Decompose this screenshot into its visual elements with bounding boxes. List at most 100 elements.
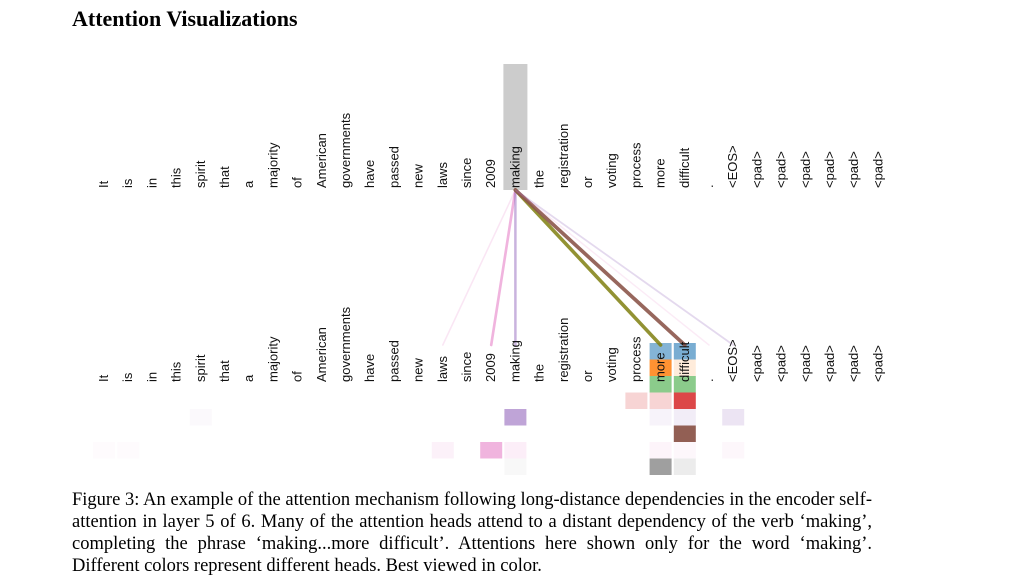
source-token: of [290,177,305,188]
attention-cell [649,376,672,393]
attention-cell [480,442,503,459]
source-token: or [580,176,595,188]
target-token: this [169,361,184,382]
attention-cell [673,425,696,442]
target-token: <pad> [870,345,885,382]
figure-caption: Figure 3: An example of the attention me… [72,490,872,576]
source-token: making [507,146,522,188]
target-token: laws [435,355,450,382]
attention-cell [673,392,696,409]
target-token: new [411,358,426,382]
target-token: American [314,327,329,382]
attention-cell [504,458,527,475]
source-token: <EOS> [725,145,740,188]
target-token: or [580,370,595,382]
source-token: difficult [677,147,692,188]
source-token: passed [386,146,401,188]
source-token: <pad> [822,151,837,188]
source-token: more [653,158,668,188]
target-token: in [144,372,159,382]
source-token: majority [265,142,280,188]
attention-cell [649,359,672,376]
source-token: the [532,170,547,188]
section-title: Attention Visualizations [72,6,298,31]
attention-cell [93,442,115,459]
attention-lines-layer [442,188,735,347]
attention-line [514,189,710,346]
source-token: American [314,133,329,188]
attention-cell [673,343,696,360]
source-token: <pad> [749,151,764,188]
source-token: new [411,164,426,188]
attention-line [489,188,517,347]
attention-cell [649,392,672,409]
attention-line [513,188,663,347]
target-token: governments [338,306,353,382]
query-token-highlight [503,64,528,190]
target-token: <pad> [774,345,789,382]
source-token: is [120,178,135,188]
source-token: voting [604,153,619,188]
source-token: a [241,180,256,188]
source-token: have [362,160,377,188]
attention-cell [649,458,672,475]
target-token: It [96,374,111,382]
attention-cell [649,409,672,426]
target-token: . [701,378,716,382]
attention-line [513,188,687,347]
source-token: governments [338,112,353,188]
source-token: . [701,184,716,188]
target-token: since [459,352,474,382]
source-token: <pad> [774,151,789,188]
attention-cells-layer [93,343,745,475]
target-token: have [362,354,377,382]
source-token: laws [435,161,450,188]
target-token: more [653,352,668,382]
target-token: process [628,336,643,382]
target-token-row: It is in this spirit that a majority of American g… [96,306,885,382]
target-token: a [241,374,256,382]
attention-cell [504,409,527,426]
source-token: spirit [193,160,208,188]
attention-figure: It is in this spirit that a majority of American g… [93,64,885,475]
source-token: registration [556,124,571,188]
target-token: the [532,364,547,382]
source-token: <pad> [870,151,885,188]
attention-cell [722,442,745,459]
attention-cell [649,442,672,459]
target-token: difficult [677,341,692,382]
attention-cell [722,409,745,426]
target-token: registration [556,318,571,382]
source-token-row: It is in this spirit that a majority of American g… [96,112,885,188]
attention-cell [673,409,696,426]
query-highlight-layer [503,64,528,190]
source-token: process [628,142,643,188]
source-token: 2009 [483,159,498,188]
attention-line [442,189,517,346]
target-token: is [120,372,135,382]
source-token: It [96,180,111,188]
target-token: <pad> [822,345,837,382]
source-token: in [144,178,159,188]
attention-cell [117,442,139,459]
target-token: spirit [193,354,208,382]
target-token: <pad> [798,345,813,382]
target-token: making [507,340,522,382]
target-token: that [217,360,232,382]
target-token: <pad> [846,345,861,382]
attention-cell [431,442,454,459]
source-token: <pad> [798,151,813,188]
attention-cell [504,442,527,459]
attention-cell [673,376,696,393]
attention-cell [673,458,696,475]
attention-cell [673,359,696,376]
source-token: <pad> [846,151,861,188]
attention-line [514,189,735,346]
target-token: voting [604,347,619,382]
target-token: 2009 [483,353,498,382]
attention-cell [649,343,672,360]
target-token: majority [265,336,280,382]
target-token: <EOS> [725,339,740,382]
attention-cell [673,442,696,459]
source-token: that [217,166,232,188]
